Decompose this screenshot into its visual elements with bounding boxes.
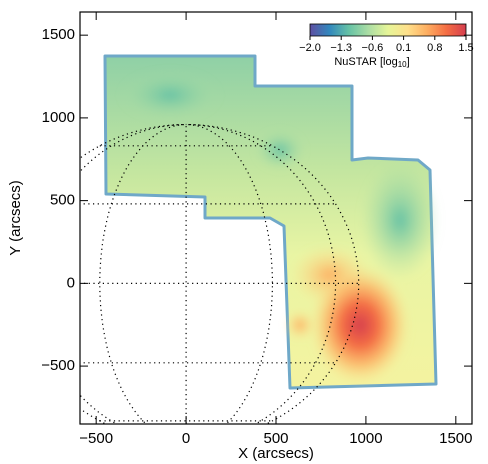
y-tick-label: 1500 <box>42 26 75 43</box>
heliographic-grid <box>80 123 360 424</box>
colorbar-ramp <box>309 23 467 37</box>
colorbar-tick-label: −0.6 <box>362 42 384 54</box>
x-tick-label: 500 <box>263 430 288 447</box>
y-axis-label: Y (arcsecs) <box>7 180 24 256</box>
x-tick-label: 1000 <box>349 430 382 447</box>
grid-curve <box>80 123 187 424</box>
x-tick-label: 1500 <box>439 430 472 447</box>
grid-curve <box>186 123 273 424</box>
colorbar: NuSTAR [log10] −2.0 −1.3 −0.6 0.1 0.8 1.5 <box>299 23 474 69</box>
y-tick-label: 1000 <box>42 109 75 126</box>
x-tick-label: −500 <box>79 430 113 447</box>
y-tick-label: −500 <box>41 357 75 374</box>
colorbar-label-main: NuSTAR [log <box>334 56 397 68</box>
x-tick-label: 0 <box>182 430 190 447</box>
colorbar-tick-label: 0.8 <box>427 42 442 54</box>
colorbar-label: NuSTAR [log10] <box>334 56 409 69</box>
colorbar-label-subscript: 10 <box>398 60 407 69</box>
colorbar-tick-label: −2.0 <box>299 42 321 54</box>
y-tick-label: 0 <box>67 274 75 291</box>
grid-curve <box>99 123 187 424</box>
colorbar-tick-label: 1.5 <box>458 42 473 54</box>
x-axis-label: X (arcsecs) <box>238 445 314 462</box>
colorbar-tick-label: 0.1 <box>396 42 411 54</box>
grid-curve <box>186 123 360 424</box>
y-tick-label: 500 <box>50 192 75 209</box>
emission-map <box>103 54 440 390</box>
colorbar-tick-label: −1.3 <box>330 42 352 54</box>
colorbar-label-end: ] <box>407 56 410 68</box>
